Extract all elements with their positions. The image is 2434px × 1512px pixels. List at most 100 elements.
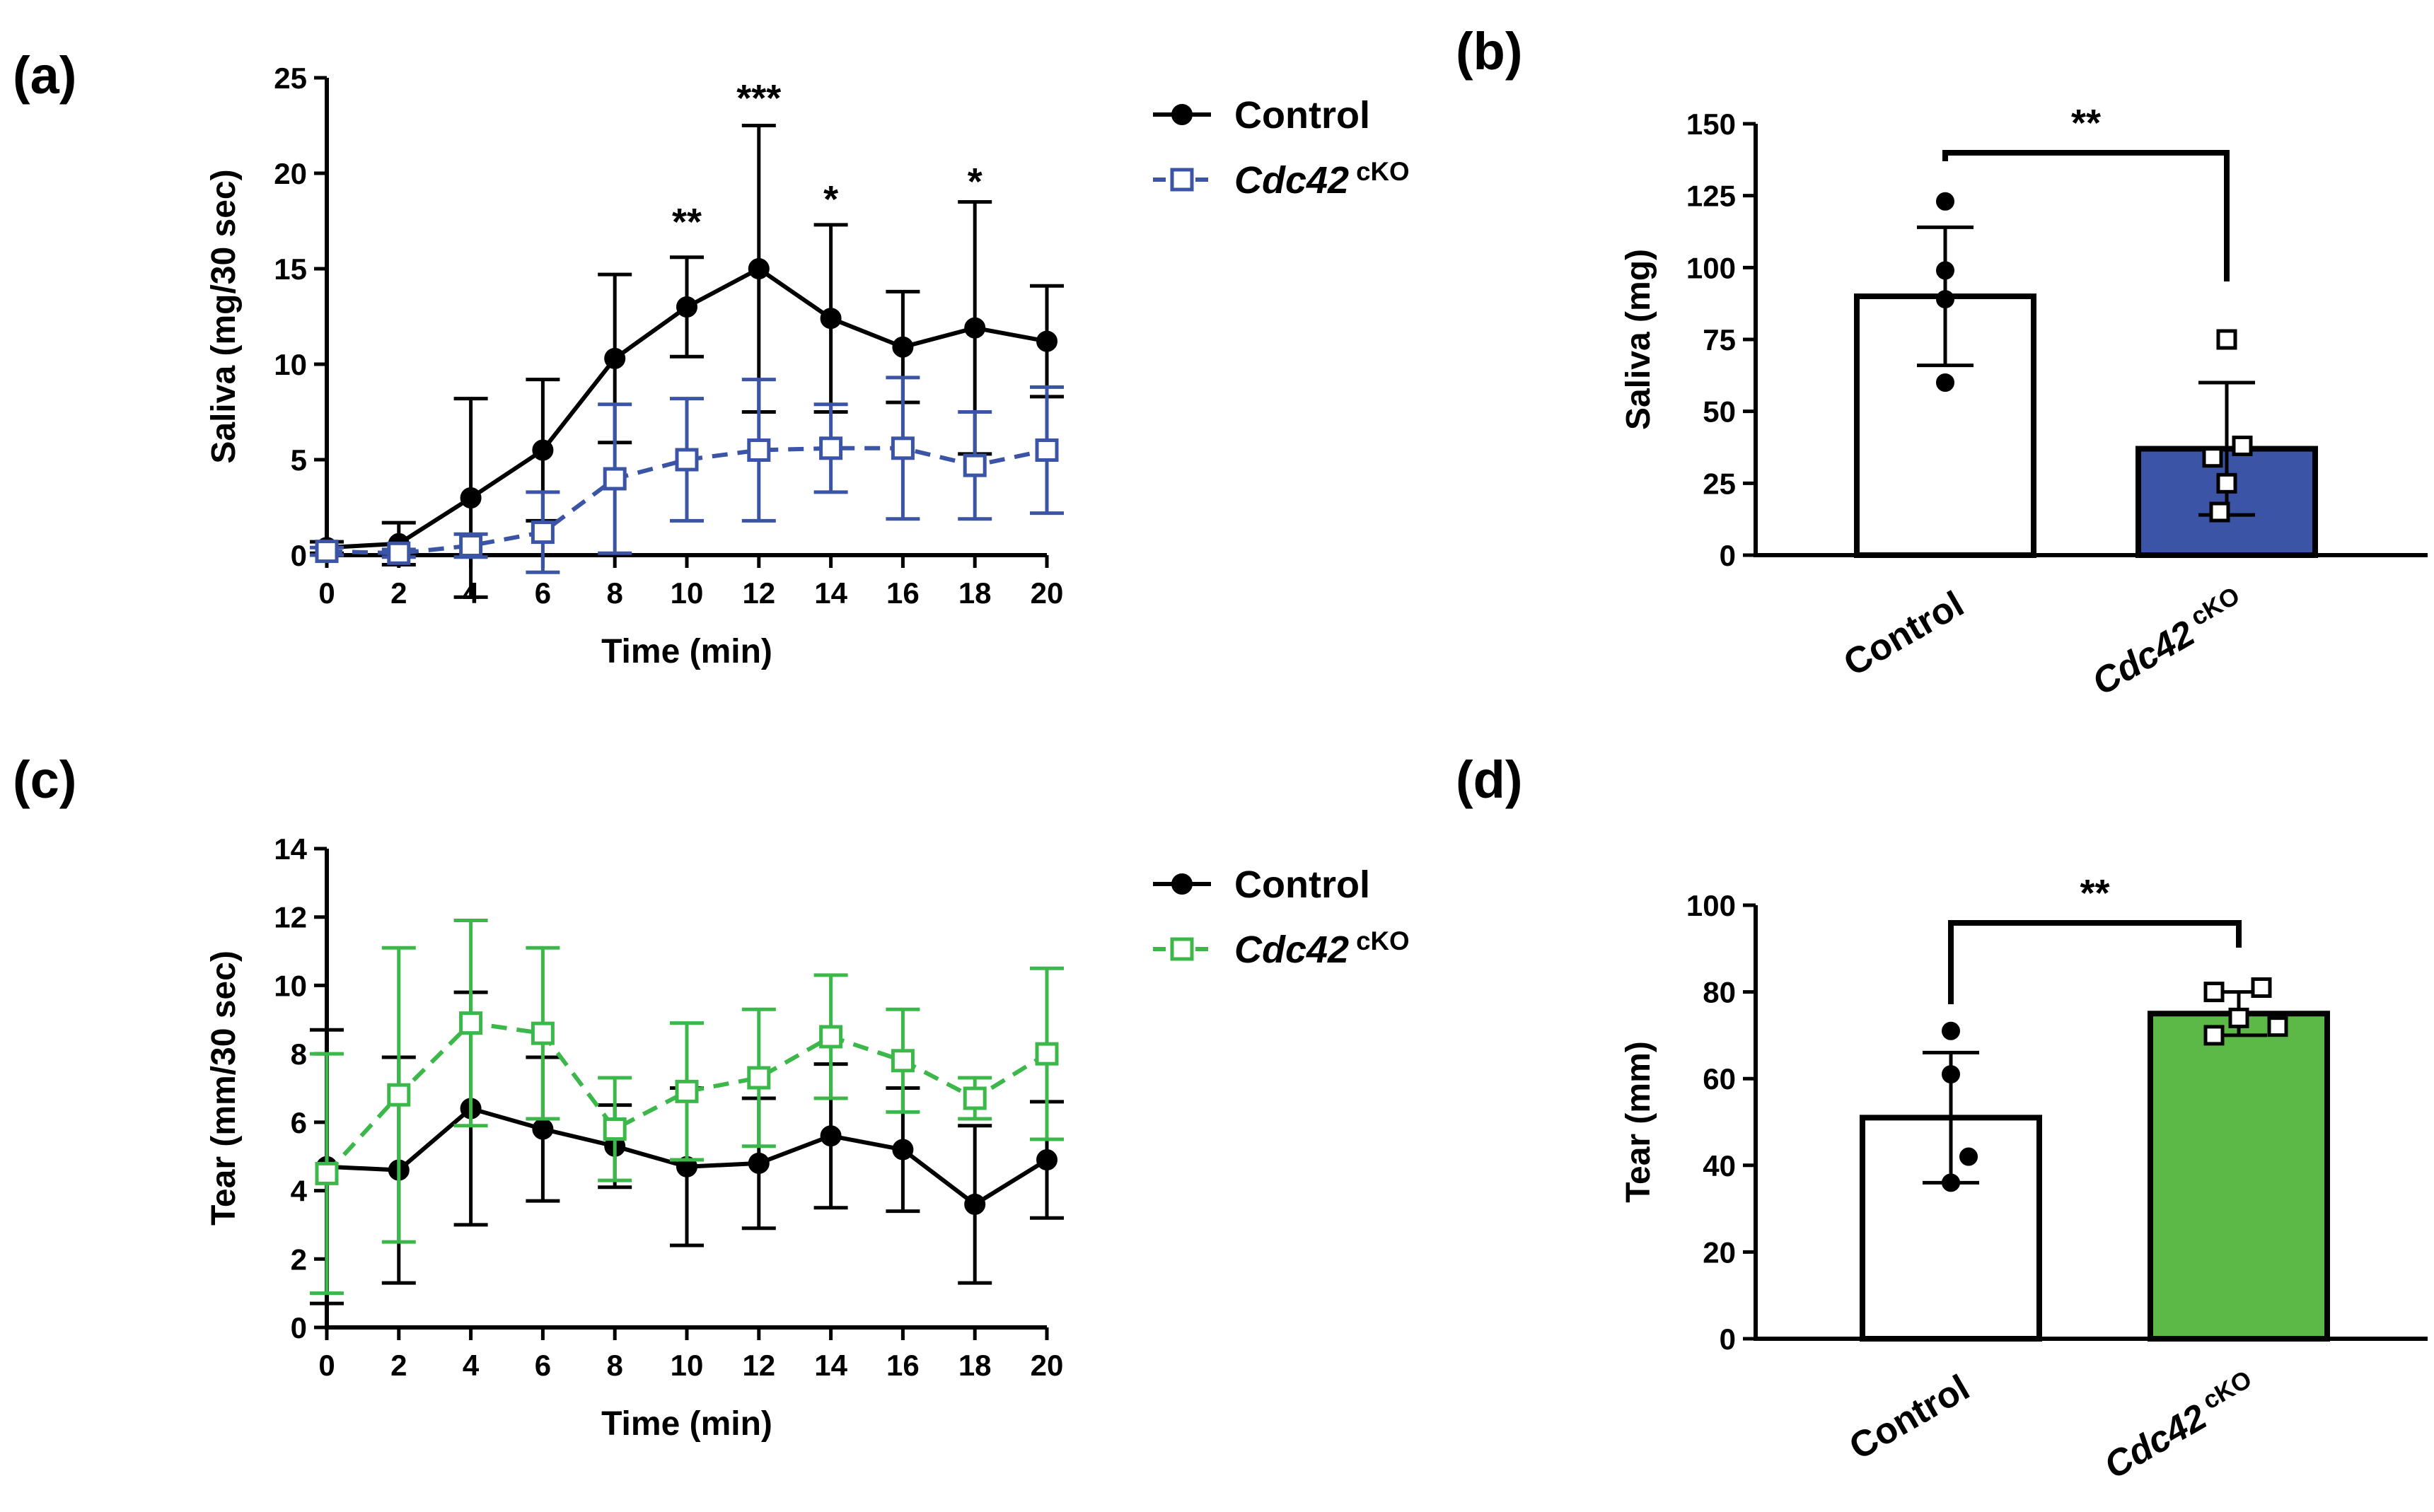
y-tick-label: 0 [291,1311,307,1344]
data-point [2203,1025,2225,1046]
data-point [2202,447,2223,468]
panel-label: (d) [1456,750,1523,809]
chart-panel-a: (a)024681012141618200510152025Time (min)… [13,46,1410,670]
data-point [892,336,914,358]
data-point [460,487,482,508]
x-axis-title: Time (min) [601,633,772,670]
data-point [1036,1149,1057,1171]
y-axis-title: Tear (mm/30 sec) [205,950,243,1226]
x-tick-label: 8 [607,576,623,610]
x-tick-label: 6 [535,576,551,610]
category-label: Cdc42cKO [2085,582,2252,704]
data-point [1936,192,1954,211]
y-tick-label: 80 [1703,976,1736,1009]
y-tick-label: 20 [1703,1235,1736,1269]
data-point [1959,1147,1978,1166]
legend-label: Control [1234,863,1370,906]
data-point [387,541,411,565]
data-point [747,438,771,462]
data-point [1035,1042,1059,1066]
data-point [2209,501,2230,523]
panel-label: (a) [13,46,76,105]
data-point [963,453,987,477]
data-point [1036,330,1057,352]
y-tick-label: 15 [274,252,307,286]
data-point [747,1066,771,1090]
data-point [532,439,554,461]
data-point [891,1049,915,1073]
data-point [748,258,770,279]
x-tick-label: 12 [742,576,775,610]
legend-label: Cdc42 cKO [1234,157,1410,202]
x-tick-label: 10 [671,1349,704,1382]
y-tick-label: 60 [1703,1062,1736,1095]
y-tick-label: 10 [274,348,307,381]
series-line [325,1020,1048,1175]
y-tick-label: 12 [274,901,307,934]
significance-label: *** [736,77,781,120]
y-tick-label: 0 [291,539,307,572]
significance-label: * [968,161,983,203]
y-tick-label: 75 [1703,323,1736,356]
y-tick-label: 8 [291,1037,307,1071]
y-tick-label: 40 [1703,1149,1736,1182]
data-point [891,436,915,460]
y-tick-label: 10 [274,969,307,1002]
legend-marker [1171,104,1193,125]
series-1 [310,376,1064,574]
data-point [2251,977,2272,998]
significance-label: ** [2071,102,2101,144]
x-tick-label: 2 [390,576,407,610]
data-point [2203,982,2225,1003]
x-tick-label: 18 [958,576,992,610]
data-point [603,1117,627,1141]
x-axis-title: Time (min) [601,1405,772,1443]
data-point [1936,373,1954,392]
data-point [1936,261,1954,280]
data-point [819,1025,843,1049]
data-point [2216,329,2237,350]
y-tick-label: 14 [274,832,307,866]
bar [2148,1011,2330,1342]
x-tick-label: 16 [886,1349,920,1382]
data-point [963,1086,987,1110]
x-tick-label: 16 [886,576,920,610]
panel-label: (c) [13,750,76,809]
data-point [1942,1021,1960,1040]
x-tick-label: 10 [671,576,704,610]
data-point [603,467,627,491]
data-point [819,436,843,460]
data-point [387,1083,411,1107]
series-0 [310,124,1064,599]
x-tick-label: 14 [814,576,847,610]
y-tick-label: 4 [291,1175,308,1208]
series-line [326,446,1048,556]
category-label: Control [1843,1367,1976,1468]
data-point [2228,1007,2249,1028]
significance-label: ** [2080,872,2109,914]
x-tick-label: 12 [742,1349,775,1382]
legend-marker [1171,873,1193,895]
y-tick-label: 125 [1686,180,1736,213]
y-tick-label: 0 [1720,1322,1736,1356]
chart-panel-d: (d) 0 20 40 60 80 100 Tear (mm) Control Cdc42cKO *… [1456,750,2428,1487]
chart-panel-c: (c) 0 2 4 6 8 10 12 14 16 18 20 0 2 4 6 8 10 12 14 Time (min… [13,750,1410,1443]
significance-label: ** [672,201,702,243]
data-point [820,308,842,330]
data-point [315,540,339,564]
data-point [820,1125,842,1147]
x-tick-label: 20 [1031,576,1064,610]
x-tick-label: 6 [535,1349,551,1382]
y-tick-label: 100 [1686,251,1736,284]
y-tick-label: 20 [274,157,307,190]
x-tick-label: 18 [958,1349,992,1382]
x-tick-label: 0 [318,576,335,610]
x-tick-label: 20 [1031,1349,1064,1382]
y-tick-label: 100 [1686,889,1736,922]
data-point [2267,1016,2288,1037]
y-axis-title: Saliva (mg) [1620,249,1657,430]
legend-label: Control [1234,94,1370,136]
data-point [532,1118,554,1140]
x-tick-label: 14 [814,1349,847,1382]
legend-label: Cdc42 cKO [1234,926,1410,971]
